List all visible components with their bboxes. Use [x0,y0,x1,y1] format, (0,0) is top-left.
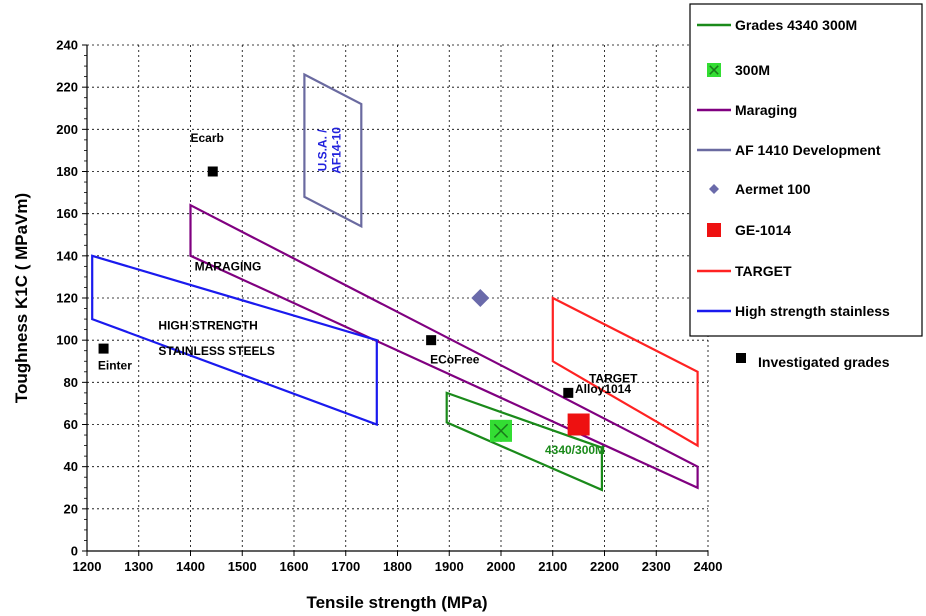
y-tick-label: 20 [64,501,78,516]
y-tick-label: 200 [56,122,78,137]
y-tick-label: 80 [64,375,78,390]
x-tick-label: 2300 [642,559,671,574]
y-tick-label: 140 [56,248,78,263]
legend-box [689,3,923,337]
x-axis-title: Tensile strength (MPa) [306,593,487,612]
marker-investigated-grades [98,343,109,354]
x-tick-label: 1900 [435,559,464,574]
y-axis-title: Toughness K1C ( MPaVm) [12,193,31,403]
y-tick-label: 60 [64,417,78,432]
legend-item-300m-swatch-cross [709,65,719,75]
region-target [551,296,699,448]
x-tick-label: 1500 [228,559,257,574]
legend-investigated: Investigated grades [736,353,890,370]
marker-ge-1014 [567,413,590,436]
region-maraging [189,203,699,490]
annotations: Ecarb Einter ECoFree Alloy1014 MARAGING HIGH … [98,127,638,457]
x-tick-label: 1300 [124,559,153,574]
region-high-strength-stainless [91,254,378,427]
legend-item-target-label: TARGET [735,263,792,279]
y-tick-label: 220 [56,80,78,95]
annotation-high-strength: HIGH STRENGTH [158,319,257,333]
annotation-stainless-steels: STAINLESS STEELS [158,344,274,358]
legend-item-300m-label: 300M [735,62,770,78]
legend-item-ge-1014-label: GE-1014 [735,222,791,238]
annotation-af14-10: AF14-10 [330,127,344,174]
y-tick-label: 100 [56,333,78,348]
marker-aermet-100 [471,289,490,307]
marker-300m-cross [493,423,509,438]
annotation-u-s-a-: U.S.A. / [316,129,330,172]
marker-investigated-grades [426,335,437,346]
legend-item-aermet-100-swatch [709,184,719,194]
annotation-4340-300m: 4340/300M [545,443,605,457]
x-tick-label: 1800 [383,559,412,574]
marker-investigated-grades [207,166,218,177]
grid [87,44,709,551]
region-grades-4340-300m [445,391,604,492]
y-tick-label: 240 [56,38,78,53]
legend-item-investigated-grades-swatch [736,353,746,363]
axes [82,44,709,556]
legend-item-af-1410-development-label: AF 1410 Development [735,142,881,158]
legend-item-ge-1014-swatch [707,223,721,237]
x-tick-label: 1600 [280,559,309,574]
legend: Grades 4340 300M 300M Maraging AF 1410 Deve… [689,3,923,337]
annotation-alloy1014: Alloy1014 [575,382,631,396]
y-tick-label: 0 [71,544,78,559]
tick-labels: 1200 1300 1400 1500 1600 1700 1800 1900 2000 2100… [56,38,722,575]
legend-item-high-strength-stainless-label: High strength stainless [735,303,890,319]
y-tick-label: 160 [56,206,78,221]
y-tick-label: 120 [56,291,78,306]
annotation-maraging: MARAGING [195,260,262,274]
annotation-target: TARGET [589,371,638,385]
x-tick-label: 2100 [538,559,567,574]
x-tick-label: 2000 [487,559,516,574]
legend-item-investigated-grades-label: Investigated grades [758,354,890,370]
y-tick-label: 180 [56,164,78,179]
marker-investigated-grades [563,387,574,398]
x-tick-label: 2200 [590,559,619,574]
legend-item-grades-4340-300m-label: Grades 4340 300M [735,17,857,33]
annotation-einter: Einter [98,359,132,373]
legend-item-maraging-label: Maraging [735,102,797,118]
x-tick-label: 2400 [694,559,723,574]
regions [91,72,699,492]
x-tick-label: 1200 [73,559,102,574]
x-tick-label: 1400 [176,559,205,574]
annotation-ecofree: ECoFree [430,352,480,366]
y-tick-label: 40 [64,459,78,474]
legend-item-aermet-100-label: Aermet 100 [735,181,811,197]
annotation-ecarb: Ecarb [191,131,224,145]
region-af-1410-development [303,72,363,229]
x-tick-label: 1700 [331,559,360,574]
markers [98,166,590,442]
